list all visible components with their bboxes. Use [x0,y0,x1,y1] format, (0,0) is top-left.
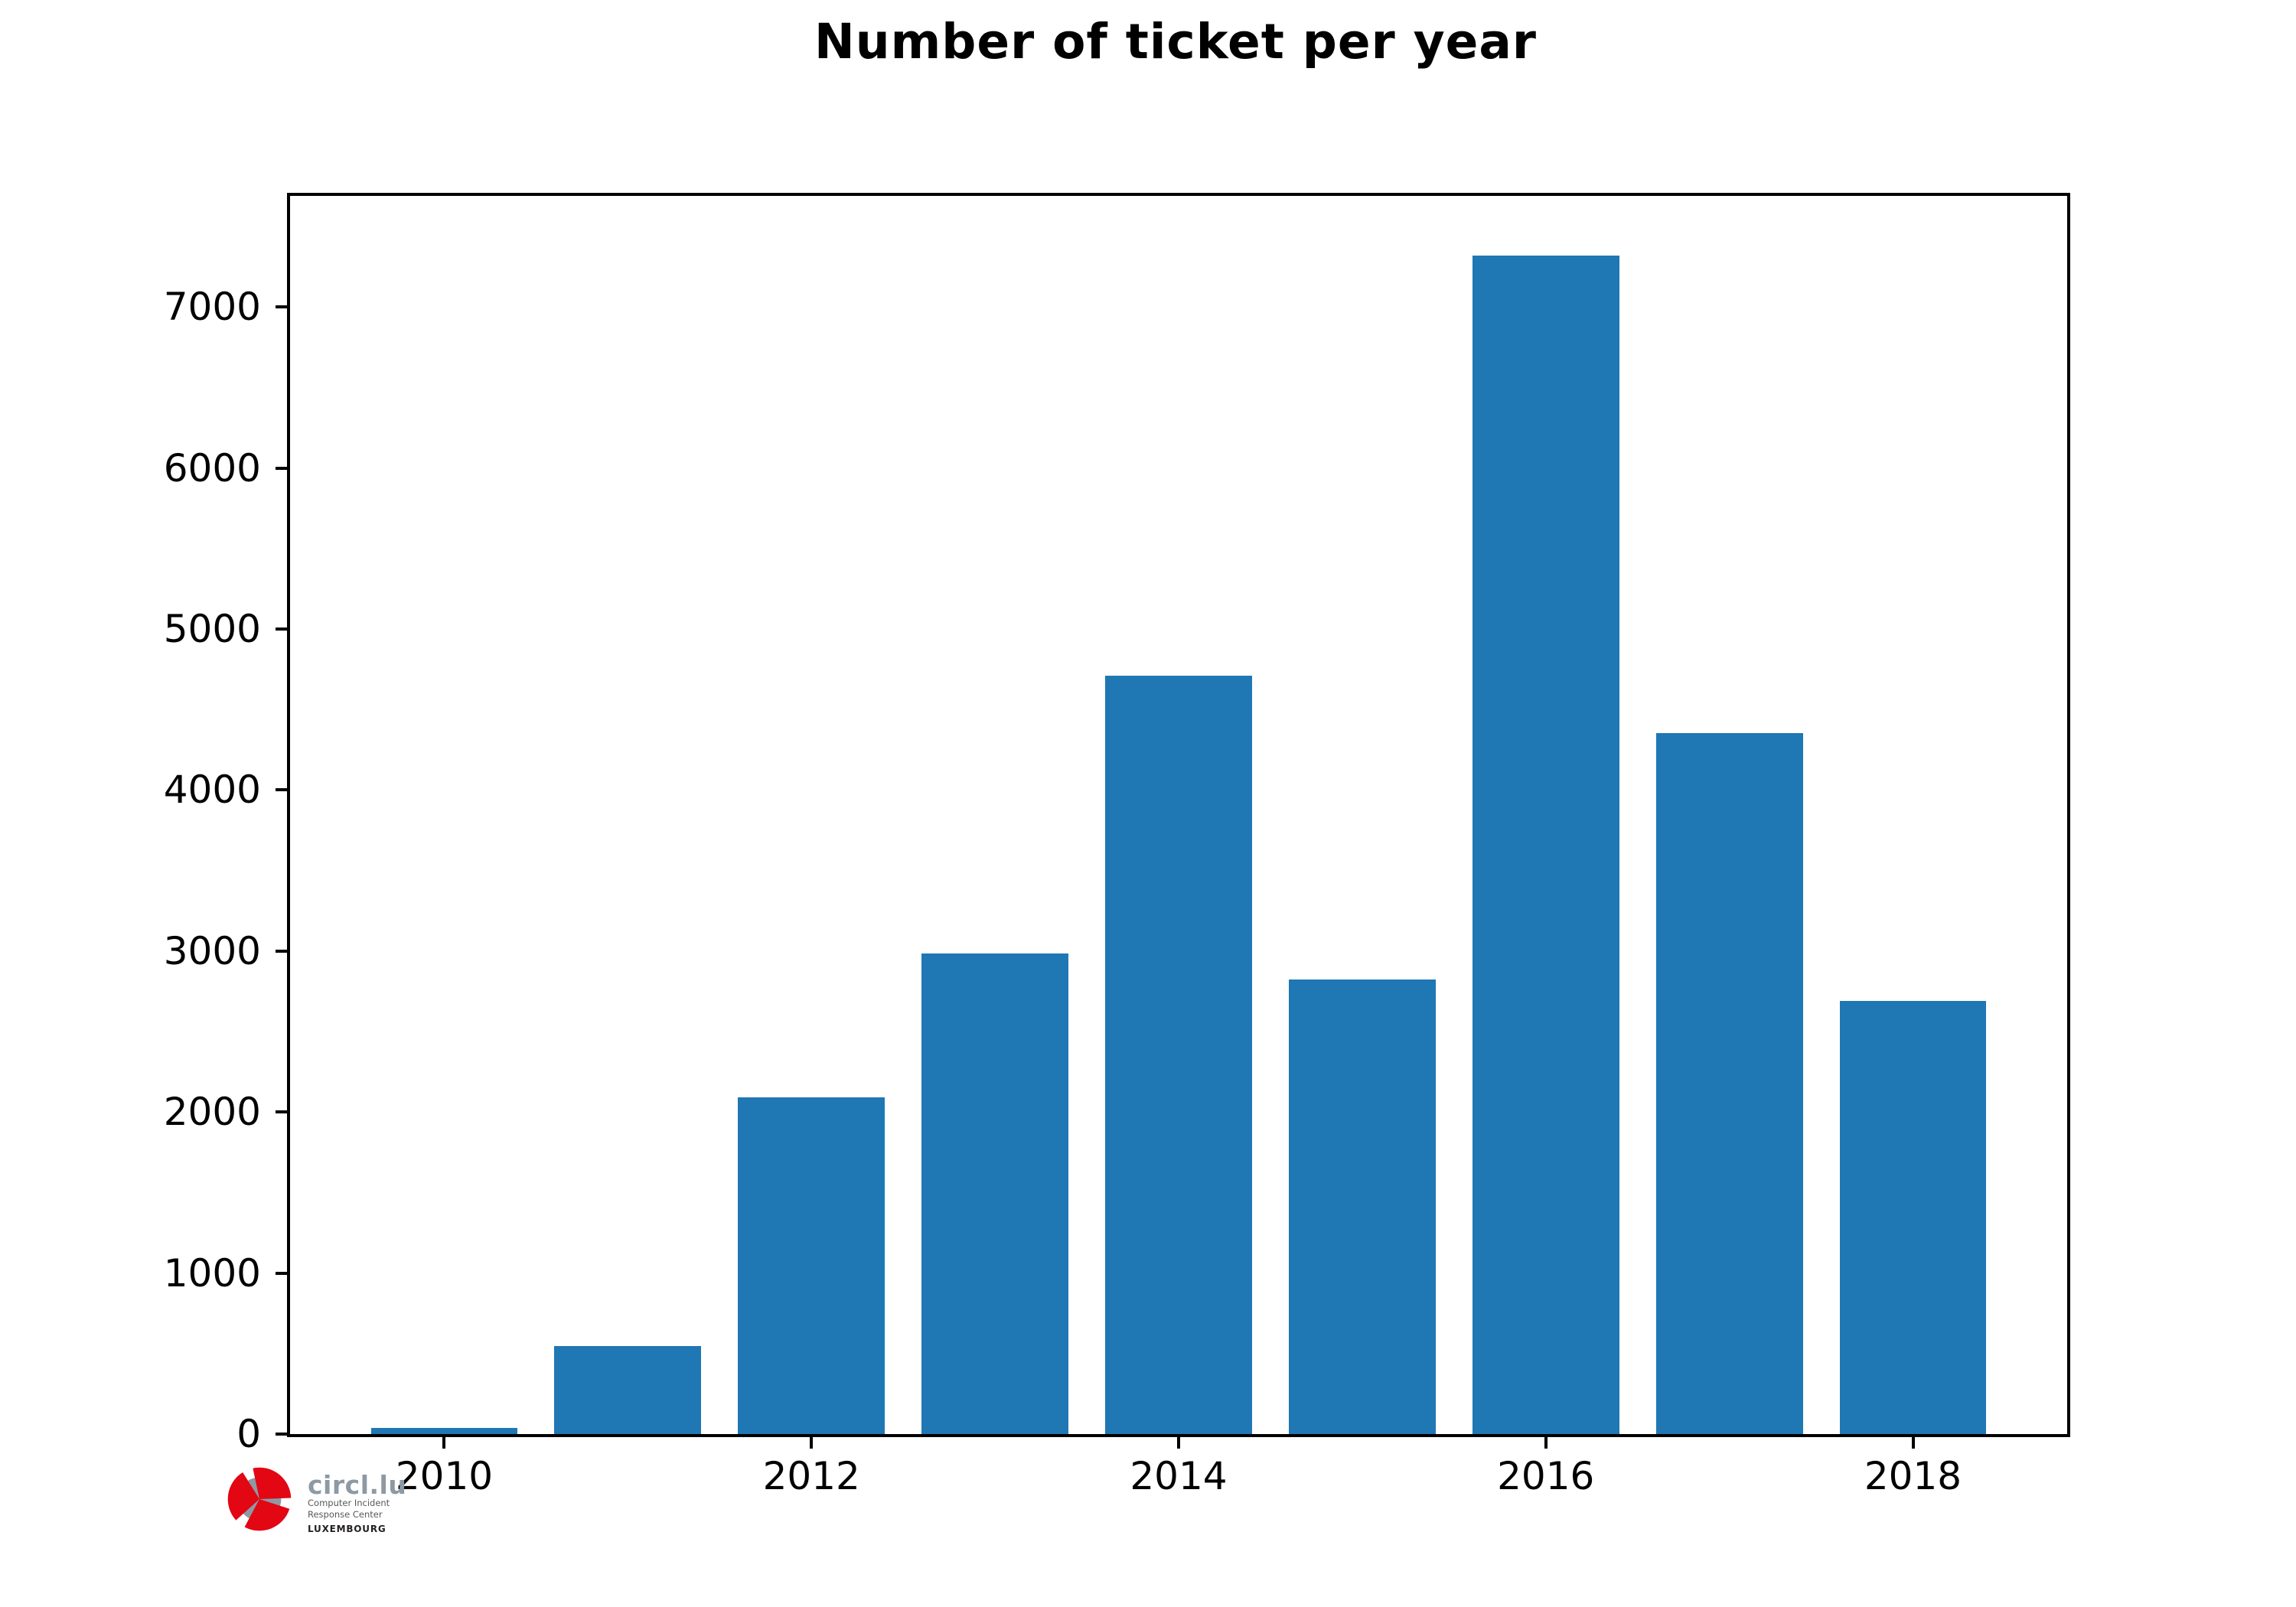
logo-subtitle-line2: Response Center [308,1509,383,1520]
bar-2011 [554,1346,702,1434]
y-tick-label-6000: 6000 [163,445,261,491]
circl-logo: circl.lu Computer Incident Response Cent… [227,1466,406,1534]
y-tick-0 [276,1433,290,1436]
bar-2014 [1105,676,1252,1434]
y-tick-5000 [276,627,290,631]
axes-frame: 0 1000 2000 3000 4000 5000 6000 7000 2010 2012 201… [164,193,2070,1498]
circl-shutter-icon [227,1467,292,1531]
x-tick-2016 [1544,1434,1548,1449]
bar-2010 [370,1427,518,1434]
x-tick-label-2012: 2012 [762,1454,860,1498]
x-tick-label-2014: 2014 [1130,1454,1228,1498]
x-tick-2010 [442,1434,446,1449]
bar-2012 [738,1097,885,1434]
logo-country: LUXEMBOURG [308,1524,386,1534]
y-tick-7000 [276,305,290,309]
x-tick-label-2018: 2018 [1864,1454,1962,1498]
logo-text-block: circl.lu Computer Incident Response Cent… [308,1466,406,1534]
logo-wordmark: circl.lu [308,1470,407,1500]
x-tick-label-2016: 2016 [1497,1454,1595,1498]
bar-2018 [1839,1001,1987,1434]
y-tick-label-7000: 7000 [163,285,261,330]
y-tick-4000 [276,788,290,792]
y-tick-1000 [276,1271,290,1275]
bar-2017 [1655,732,1803,1434]
logo-subtitle-line1: Computer Incident [308,1498,390,1508]
chart-title: Number of ticket per year [814,14,1537,70]
x-tick-label-2010: 2010 [395,1454,494,1498]
x-tick-2018 [1911,1434,1915,1449]
x-tick-2012 [810,1434,814,1449]
y-tick-label-5000: 5000 [163,606,261,651]
bar-2016 [1472,255,1619,1434]
y-tick-label-4000: 4000 [163,768,261,813]
y-tick-label-3000: 3000 [163,928,261,973]
y-tick-2000 [276,1110,290,1114]
y-tick-label-0: 0 [236,1412,261,1456]
bar-2013 [921,953,1069,1434]
x-tick-2014 [1177,1434,1180,1449]
y-tick-3000 [276,949,290,953]
y-tick-6000 [276,466,290,470]
y-tick-label-2000: 2000 [163,1090,261,1135]
bar-2015 [1288,979,1436,1434]
y-tick-label-1000: 1000 [163,1250,261,1296]
